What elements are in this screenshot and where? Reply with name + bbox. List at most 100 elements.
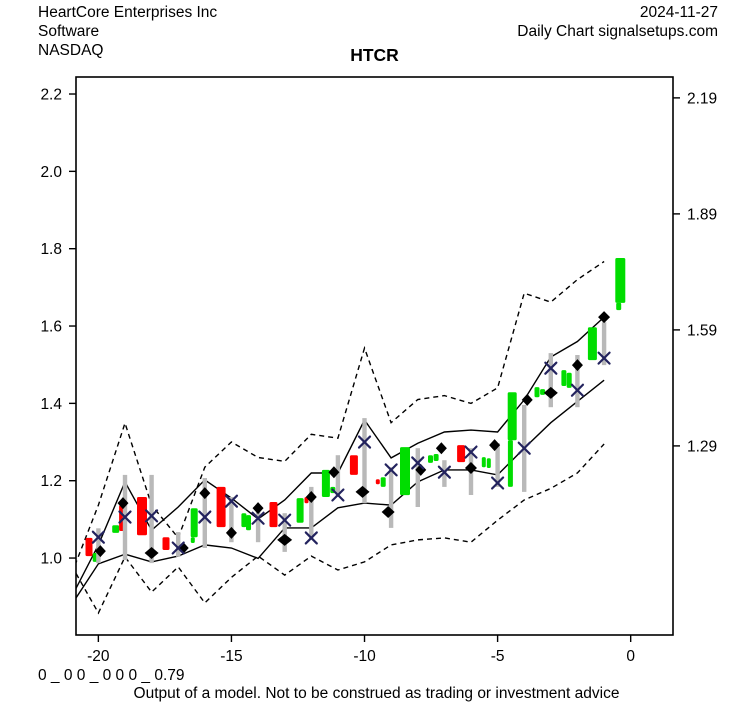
x-tick-label: -5: [491, 648, 505, 665]
chart-date: 2024-11-27: [639, 4, 718, 21]
x-marker: [517, 441, 531, 455]
prediction-range-bar: [601, 322, 607, 366]
x-marker: [144, 509, 159, 523]
down-candle: [457, 445, 466, 463]
left-tick-label: 2.2: [40, 87, 62, 104]
x-marker: [224, 494, 239, 508]
chart-kind-label: Daily Chart signalsetups.com: [517, 23, 718, 40]
x-marker: [570, 383, 585, 397]
forecast-envelope-upper-line: [76, 260, 605, 565]
diamond-marker: [598, 311, 611, 324]
sector-label: Software: [38, 23, 100, 40]
up-candle: [540, 389, 546, 395]
x-marker: [437, 465, 451, 479]
plot-frame: [75, 76, 674, 636]
up-candle: [534, 387, 540, 398]
x-tick-label: 0: [626, 648, 635, 665]
down-candle: [85, 537, 93, 557]
prediction-range-bar: [229, 497, 234, 543]
x-marker: [490, 476, 505, 490]
left-tick-label: 1.2: [40, 473, 62, 490]
x-marker: [357, 435, 372, 449]
x-marker: [304, 531, 318, 545]
prediction-range-bar: [362, 418, 367, 504]
down-candle: [162, 537, 170, 550]
up-candle: [380, 477, 386, 487]
down-candle: [137, 497, 147, 536]
model-band-lower-line: [76, 379, 605, 600]
up-candle: [561, 370, 567, 386]
prediction-range-bar: [335, 455, 341, 497]
x-marker: [171, 541, 185, 555]
up-candle: [112, 525, 120, 533]
x-marker: [251, 511, 265, 525]
diamond-marker: [381, 506, 395, 519]
diamond-marker: [199, 487, 211, 500]
diamond-marker: [305, 490, 317, 503]
x-marker: [198, 510, 212, 524]
prediction-range-bar: [309, 486, 314, 540]
up-candle: [481, 457, 486, 468]
x-marker: [91, 530, 105, 544]
disclaimer-text: Output of a model. Not to be construed a…: [133, 685, 620, 702]
diamond-marker: [435, 442, 447, 455]
x-tick-label: -15: [220, 648, 242, 665]
up-candle: [246, 515, 251, 531]
up-candle: [190, 537, 195, 543]
diamond-marker: [328, 466, 340, 479]
diamond-marker: [571, 359, 583, 372]
x-marker: [411, 456, 425, 470]
up-candle: [433, 454, 439, 461]
diamond-marker: [489, 439, 501, 452]
up-candle: [486, 458, 491, 468]
down-candle: [269, 502, 278, 528]
x-marker: [118, 510, 132, 524]
prediction-range-bar: [176, 532, 181, 557]
up-candle: [428, 455, 433, 463]
prediction-range-bar: [415, 448, 420, 507]
up-candle: [321, 469, 330, 497]
up-candle: [507, 440, 513, 487]
diamond-marker: [415, 463, 427, 476]
prediction-range-bar: [282, 513, 287, 552]
left-tick-label: 2.0: [40, 164, 62, 181]
down-candle: [375, 479, 380, 485]
x-marker: [384, 463, 398, 477]
up-candle: [616, 302, 622, 311]
prediction-range-bar: [149, 474, 154, 564]
diamond-marker: [355, 485, 370, 498]
company-name: HeartCore Enterprises Inc: [38, 4, 218, 21]
prediction-range-bar: [255, 505, 261, 543]
x-marker: [331, 488, 345, 502]
up-candle: [400, 447, 410, 496]
right-tick-label: 1.59: [687, 322, 717, 339]
up-candle: [507, 392, 517, 441]
diamond-marker: [144, 547, 159, 560]
diamond-marker: [521, 393, 533, 406]
x-tick-label: -20: [87, 648, 110, 665]
plot-area: [76, 258, 626, 615]
forecast-envelope-lower-line: [76, 443, 605, 615]
right-tick-label: 1.29: [687, 438, 717, 455]
x-marker: [464, 445, 478, 459]
prediction-range-bar: [96, 528, 101, 564]
up-candle: [566, 372, 572, 388]
prediction-range-bar: [202, 478, 207, 548]
left-tick-label: 1.0: [40, 551, 62, 568]
up-candle: [190, 508, 198, 538]
diamond-marker: [94, 545, 106, 558]
x-marker: [597, 351, 611, 365]
prediction-range-bar: [495, 443, 500, 487]
diamond-marker: [464, 461, 477, 474]
left-tick-label: 1.4: [40, 396, 62, 413]
diamond-marker: [543, 386, 558, 399]
prediction-range-bar: [575, 355, 580, 408]
left-tick-label: 1.8: [40, 241, 62, 258]
diamond-marker: [277, 533, 293, 546]
diamond-marker: [252, 502, 264, 515]
x-marker: [278, 513, 292, 527]
right-tick-label: 2.19: [687, 90, 717, 107]
up-candle: [587, 327, 597, 361]
